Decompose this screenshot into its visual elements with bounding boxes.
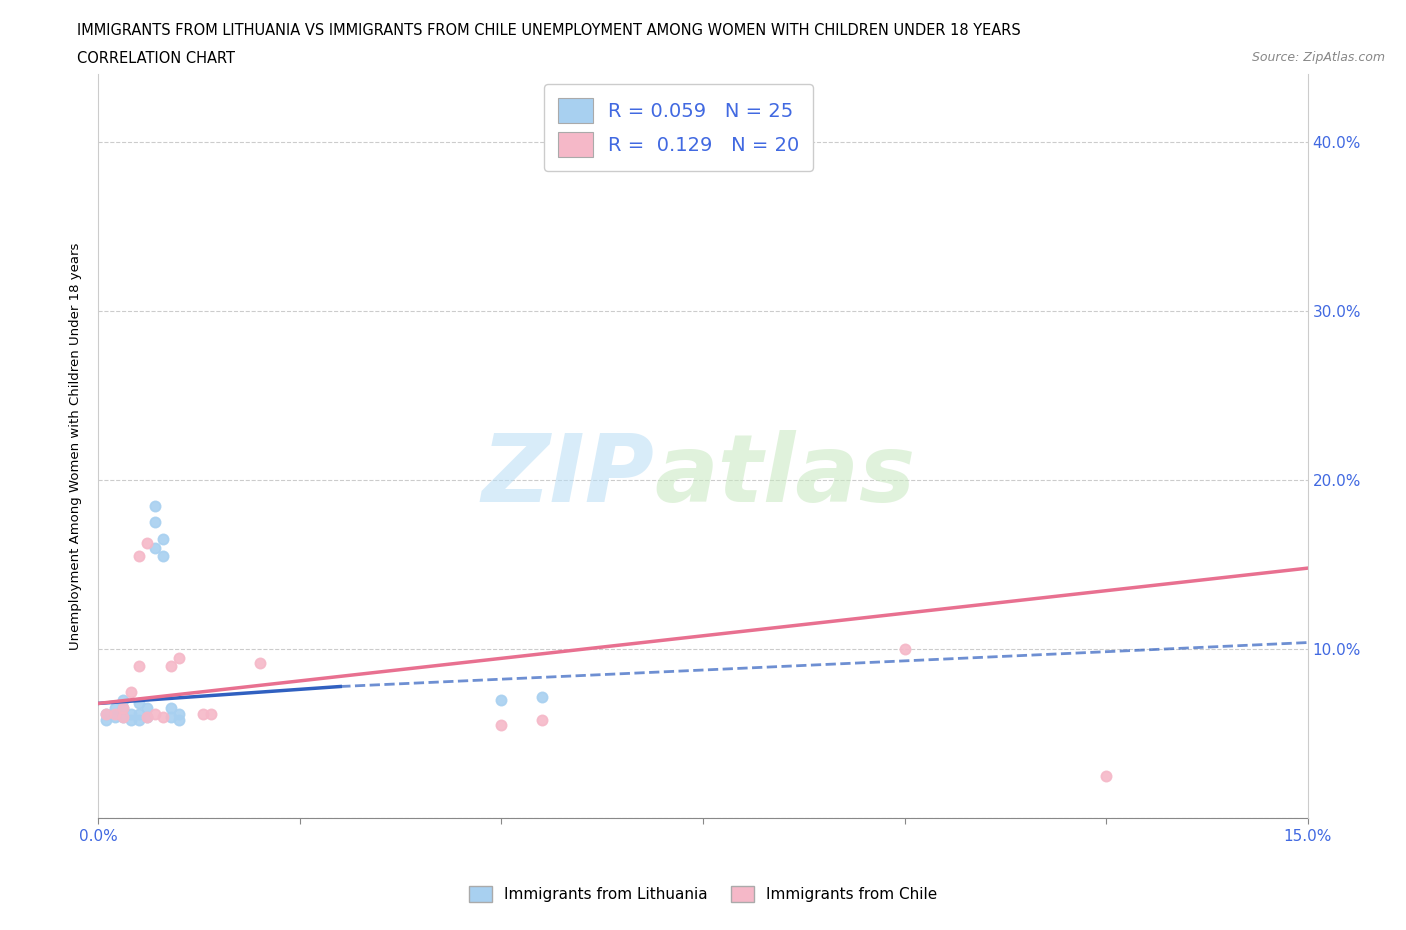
Point <box>111 693 134 708</box>
Point <box>96 706 118 721</box>
Point <box>128 706 150 721</box>
Point <box>120 684 142 699</box>
Text: ZIP: ZIP <box>482 431 655 522</box>
Y-axis label: Unemployment Among Women with Children Under 18 years: Unemployment Among Women with Children U… <box>69 243 83 650</box>
Point <box>111 701 134 716</box>
Point <box>143 498 166 513</box>
Point <box>249 656 271 671</box>
Point <box>893 642 915 657</box>
Point <box>120 713 142 728</box>
Point <box>167 713 190 728</box>
Point <box>491 718 513 733</box>
Legend: Immigrants from Lithuania, Immigrants from Chile: Immigrants from Lithuania, Immigrants fr… <box>463 880 943 909</box>
Point <box>160 701 183 716</box>
Point <box>135 710 157 724</box>
Text: CORRELATION CHART: CORRELATION CHART <box>77 51 235 66</box>
Point <box>128 713 150 728</box>
Point <box>143 515 166 530</box>
Point <box>128 658 150 673</box>
Point <box>103 710 125 724</box>
Point <box>143 706 166 721</box>
Text: atlas: atlas <box>655 431 915 522</box>
Point <box>491 693 513 708</box>
Point <box>152 710 174 724</box>
Point <box>128 696 150 711</box>
Point <box>152 549 174 564</box>
Point <box>193 706 215 721</box>
Point <box>103 701 125 716</box>
Point <box>96 706 118 721</box>
Point <box>143 540 166 555</box>
Point <box>167 650 190 665</box>
Point <box>167 706 190 721</box>
Legend: R = 0.059   N = 25, R =  0.129   N = 20: R = 0.059 N = 25, R = 0.129 N = 20 <box>544 84 813 171</box>
Point <box>160 710 183 724</box>
Point <box>96 713 118 728</box>
Text: IMMIGRANTS FROM LITHUANIA VS IMMIGRANTS FROM CHILE UNEMPLOYMENT AMONG WOMEN WITH: IMMIGRANTS FROM LITHUANIA VS IMMIGRANTS … <box>77 23 1021 38</box>
Point <box>111 710 134 724</box>
Point <box>103 706 125 721</box>
Point <box>120 706 142 721</box>
Point <box>1095 769 1118 784</box>
Point <box>152 532 174 547</box>
Point <box>111 710 134 724</box>
Point <box>135 536 157 551</box>
Point <box>111 701 134 716</box>
Point <box>530 713 553 728</box>
Point <box>160 658 183 673</box>
Text: Source: ZipAtlas.com: Source: ZipAtlas.com <box>1251 51 1385 64</box>
Point <box>530 689 553 704</box>
Point <box>135 710 157 724</box>
Point <box>200 706 222 721</box>
Point <box>128 549 150 564</box>
Point <box>135 701 157 716</box>
